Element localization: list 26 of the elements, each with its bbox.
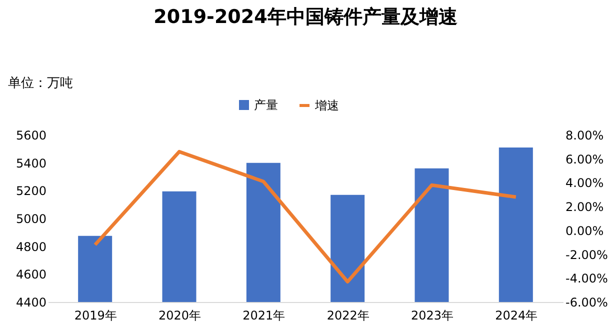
y-tick-label: 4400 xyxy=(16,296,46,310)
y-tick-label: 4600 xyxy=(16,268,46,282)
x-tick-label: 2022年 xyxy=(326,308,370,322)
line-series xyxy=(93,150,518,284)
y2-tick-label: 0.00% xyxy=(566,224,604,238)
y-tick-label: 5000 xyxy=(16,212,46,226)
x-tick-label: 2019年 xyxy=(74,308,117,322)
y-tick-label: 5600 xyxy=(16,128,46,142)
chart-title: 2019-2024年中国铸件产量及增速 xyxy=(154,6,458,28)
legend-label: 产量 xyxy=(254,98,278,112)
x-tick-label: 2021年 xyxy=(242,308,286,322)
y-tick-label: 4800 xyxy=(16,240,46,254)
text: 单位：万吨 xyxy=(8,76,73,91)
y2-tick-label: 2.00% xyxy=(566,200,604,214)
y2-tick-label: 4.00% xyxy=(566,176,604,190)
x-tick-label: 2023年 xyxy=(410,308,454,322)
x-tick-label: 2020年 xyxy=(158,308,202,322)
y-tick-label: 5400 xyxy=(16,156,46,170)
y2-tick-label: -6.00% xyxy=(566,296,608,310)
y2-tick-label: 6.00% xyxy=(566,152,604,166)
y-tick-label: 5200 xyxy=(16,184,46,198)
y2-tick-label: -4.00% xyxy=(566,272,608,286)
x-tick-label: 2024年 xyxy=(495,308,538,322)
y2-tick-label: 8.00% xyxy=(566,128,604,142)
y2-tick-label: -2.00% xyxy=(566,248,608,262)
legend-label: 增速 xyxy=(314,98,339,112)
